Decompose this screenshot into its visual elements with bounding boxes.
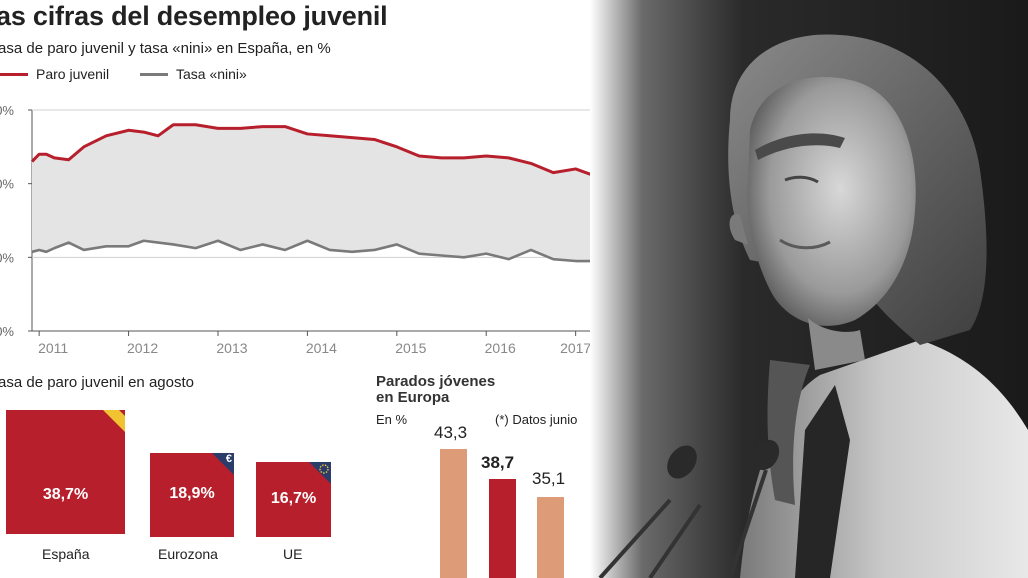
square-espana: 38,7% xyxy=(6,410,125,534)
y-tick-label: 0% xyxy=(0,250,14,265)
series-line-paro-juvenil xyxy=(30,123,592,176)
europe-note: (*) Datos junio xyxy=(495,412,578,427)
legend-swatch-nini xyxy=(140,72,168,76)
square-eurozona-label: Eurozona xyxy=(158,546,218,562)
gap-band xyxy=(32,124,591,262)
europe-unit: En % xyxy=(376,412,408,427)
y-tick-label: 0% xyxy=(0,103,14,118)
photo-minister xyxy=(590,0,1028,578)
squares-title: asa de paro juvenil en agosto xyxy=(0,374,194,391)
europe-title-line1: Parados jóvenes xyxy=(376,373,496,390)
square-espana-label: España xyxy=(42,546,90,562)
europe-bar-3 xyxy=(537,497,564,578)
europe-bar-3-value: 35,1 xyxy=(532,469,566,488)
europe-title-line2: en Europa xyxy=(376,389,450,406)
spain-flag-icon xyxy=(97,410,125,438)
chart-subtitle: asa de paro juvenil y tasa «nini» en Esp… xyxy=(0,40,331,57)
x-tick-label: 2013 xyxy=(216,340,247,356)
x-tick-label: 2011 xyxy=(38,340,68,356)
eu-flag-icon xyxy=(309,462,331,484)
x-tick-label: 2012 xyxy=(127,340,158,356)
legend-item-nini: Tasa «nini» xyxy=(140,66,247,82)
square-ue-label: UE xyxy=(283,546,303,562)
x-tick-label: 2015 xyxy=(395,340,426,356)
europe-bar-2-value: 38,7 xyxy=(481,453,515,472)
square-eurozona: € 18,9% xyxy=(150,453,234,537)
x-tick-label: 2017 xyxy=(560,340,591,356)
euro-icon xyxy=(212,453,234,475)
x-tick-label: 2016 xyxy=(485,340,516,356)
europe-bar-2 xyxy=(489,479,516,578)
square-ue: 16,7% xyxy=(256,462,331,537)
legend-swatch-paro xyxy=(0,72,28,76)
square-espana-value: 38,7% xyxy=(42,486,89,503)
legend-item-paro: Paro juvenil xyxy=(0,66,109,82)
legend-label-nini: Tasa «nini» xyxy=(176,66,247,82)
europe-bar-1-value: 43,3 xyxy=(434,423,468,442)
x-tick-label: 2014 xyxy=(306,340,337,356)
europe-bar-1 xyxy=(440,449,467,578)
legend-label-paro: Paro juvenil xyxy=(36,66,110,82)
line-chart: 0% 0% 0% 0% 2011 2012 2013 2014 2015 2016 2017 xyxy=(0,103,598,356)
chart-title: as cifras del desempleo juvenil xyxy=(0,1,388,31)
euro-symbol: € xyxy=(225,453,232,465)
y-tick-label: 0% xyxy=(0,324,14,339)
y-tick-label: 0% xyxy=(0,177,14,192)
square-eurozona-value: 18,9% xyxy=(169,485,215,502)
square-ue-value: 16,7% xyxy=(270,490,317,507)
europe-title: Parados jóvenes en Europa xyxy=(376,374,495,406)
series-line-tasa-nini xyxy=(31,239,591,263)
